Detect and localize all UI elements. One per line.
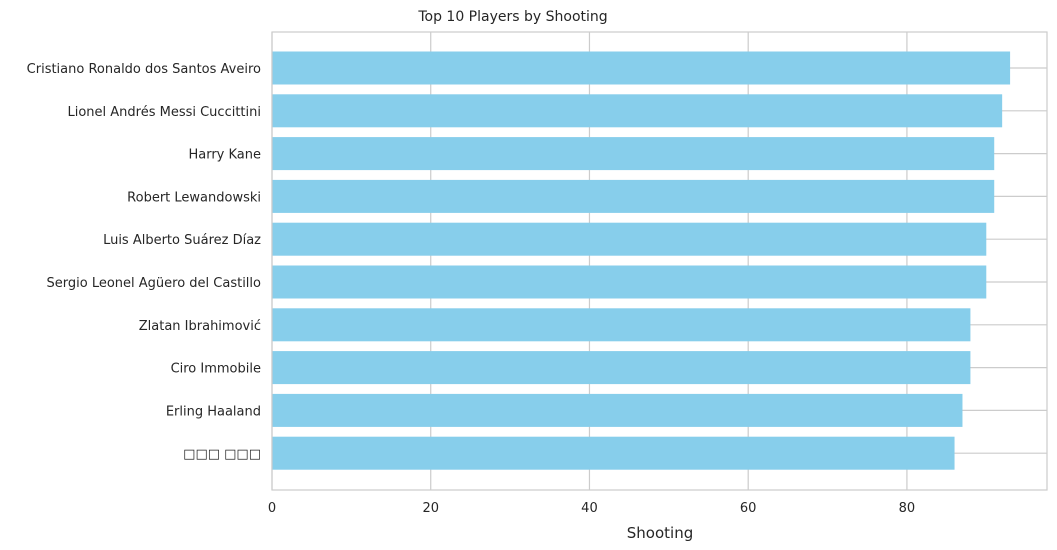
bar: [272, 265, 987, 299]
bar: [272, 51, 1011, 85]
x-tick-label: 80: [899, 501, 916, 516]
bars: [272, 51, 1011, 470]
y-tick-label: Zlatan Ibrahimović: [139, 319, 261, 334]
x-tick-label: 0: [268, 501, 276, 516]
y-tick-label: Robert Lewandowski: [127, 190, 261, 205]
y-tick-label: Cristiano Ronaldo dos Santos Aveiro: [27, 62, 261, 77]
x-tick-label: 40: [581, 501, 598, 516]
plot-frame: [271, 31, 1048, 491]
bar: [272, 179, 995, 213]
bar: [272, 222, 987, 256]
bar: [272, 94, 1003, 128]
bar: [272, 137, 995, 171]
y-tick-label: Luis Alberto Suárez Díaz: [103, 233, 261, 248]
y-tick-labels: Cristiano Ronaldo dos Santos Aveiro Lione…: [27, 62, 262, 462]
x-tick-label: 20: [422, 501, 439, 516]
bar: [272, 308, 971, 342]
y-tick-label: Sergio Leonel Agüero del Castillo: [47, 276, 262, 291]
y-tick-label: Lionel Andrés Messi Cuccittini: [67, 105, 261, 120]
y-tick-label: □□□ □□□: [183, 447, 261, 462]
y-tick-label: Erling Haaland: [166, 404, 261, 419]
chart-title: Top 10 Players by Shooting: [417, 9, 607, 25]
bar: [272, 351, 971, 385]
bar: [272, 436, 955, 470]
y-tick-label: Ciro Immobile: [171, 362, 261, 377]
x-axis-label: Shooting: [627, 524, 693, 542]
y-tick-label: Harry Kane: [188, 148, 261, 163]
x-tick-label: 60: [740, 501, 757, 516]
x-tick-labels: 0 20 40 60 80: [268, 501, 915, 516]
bar: [272, 393, 963, 427]
